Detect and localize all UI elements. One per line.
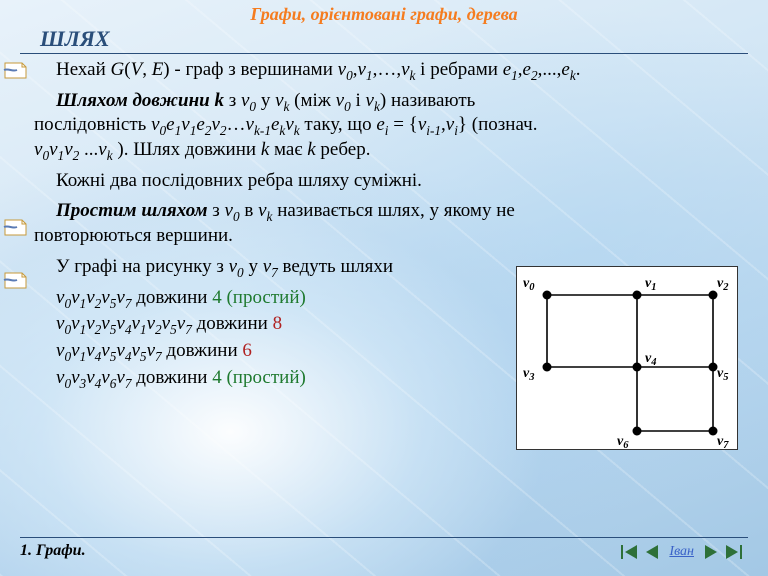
nav-home-link[interactable]: Іван bbox=[665, 544, 698, 560]
svg-text:v1: v1 bbox=[645, 276, 656, 293]
para-path-length: Шляхом довжини k з v0 у vk (між v0 і vk)… bbox=[34, 89, 738, 163]
nav-prev-icon[interactable] bbox=[643, 543, 661, 561]
path-seq: v0v1v4v5v4v5v7 bbox=[56, 340, 162, 361]
footer-rule bbox=[20, 537, 748, 538]
para-adjacent: Кожні два послідовних ребра шляху суміжн… bbox=[34, 169, 738, 194]
svg-text:v2: v2 bbox=[717, 276, 729, 293]
nav-next-icon[interactable] bbox=[702, 543, 720, 561]
path-seq: v0v3v4v6v7 bbox=[56, 367, 131, 388]
graph-figure: v0 v1 v2 v3 v4 v5 v6 v7 bbox=[516, 266, 738, 450]
para-definition: Нехай G(V, E) - граф з вершинами v0,v1,…… bbox=[34, 58, 738, 83]
slide-title: ШЛЯХ bbox=[40, 26, 110, 52]
nav-controls: Іван bbox=[619, 540, 744, 564]
path-seq: v0v1v2v5v4v1v2v5v7 bbox=[56, 313, 192, 334]
nav-last-icon[interactable] bbox=[724, 543, 744, 561]
svg-text:v7: v7 bbox=[717, 434, 729, 449]
title-rule bbox=[20, 53, 748, 54]
svg-text:v5: v5 bbox=[717, 366, 728, 383]
svg-text:v4: v4 bbox=[645, 351, 656, 368]
paper-bullet-icon bbox=[2, 60, 30, 80]
para-simple-path: Простим шляхом з v0 в vk називається шля… bbox=[34, 199, 738, 248]
footer-section: 1. Графи. bbox=[20, 542, 86, 559]
path-seq: v0v1v2v5v7 bbox=[56, 287, 131, 308]
nav-first-icon[interactable] bbox=[619, 543, 639, 561]
chapter-title: Графи, орієнтовані графи, дерева bbox=[0, 4, 768, 25]
svg-text:v6: v6 bbox=[617, 434, 629, 449]
svg-text:v3: v3 bbox=[523, 366, 534, 383]
paper-bullet-icon bbox=[2, 270, 30, 290]
slide: Графи, орієнтовані графи, дерева ШЛЯХ Не… bbox=[0, 0, 768, 576]
paper-bullet-icon bbox=[2, 217, 30, 237]
svg-text:v0: v0 bbox=[523, 276, 535, 293]
